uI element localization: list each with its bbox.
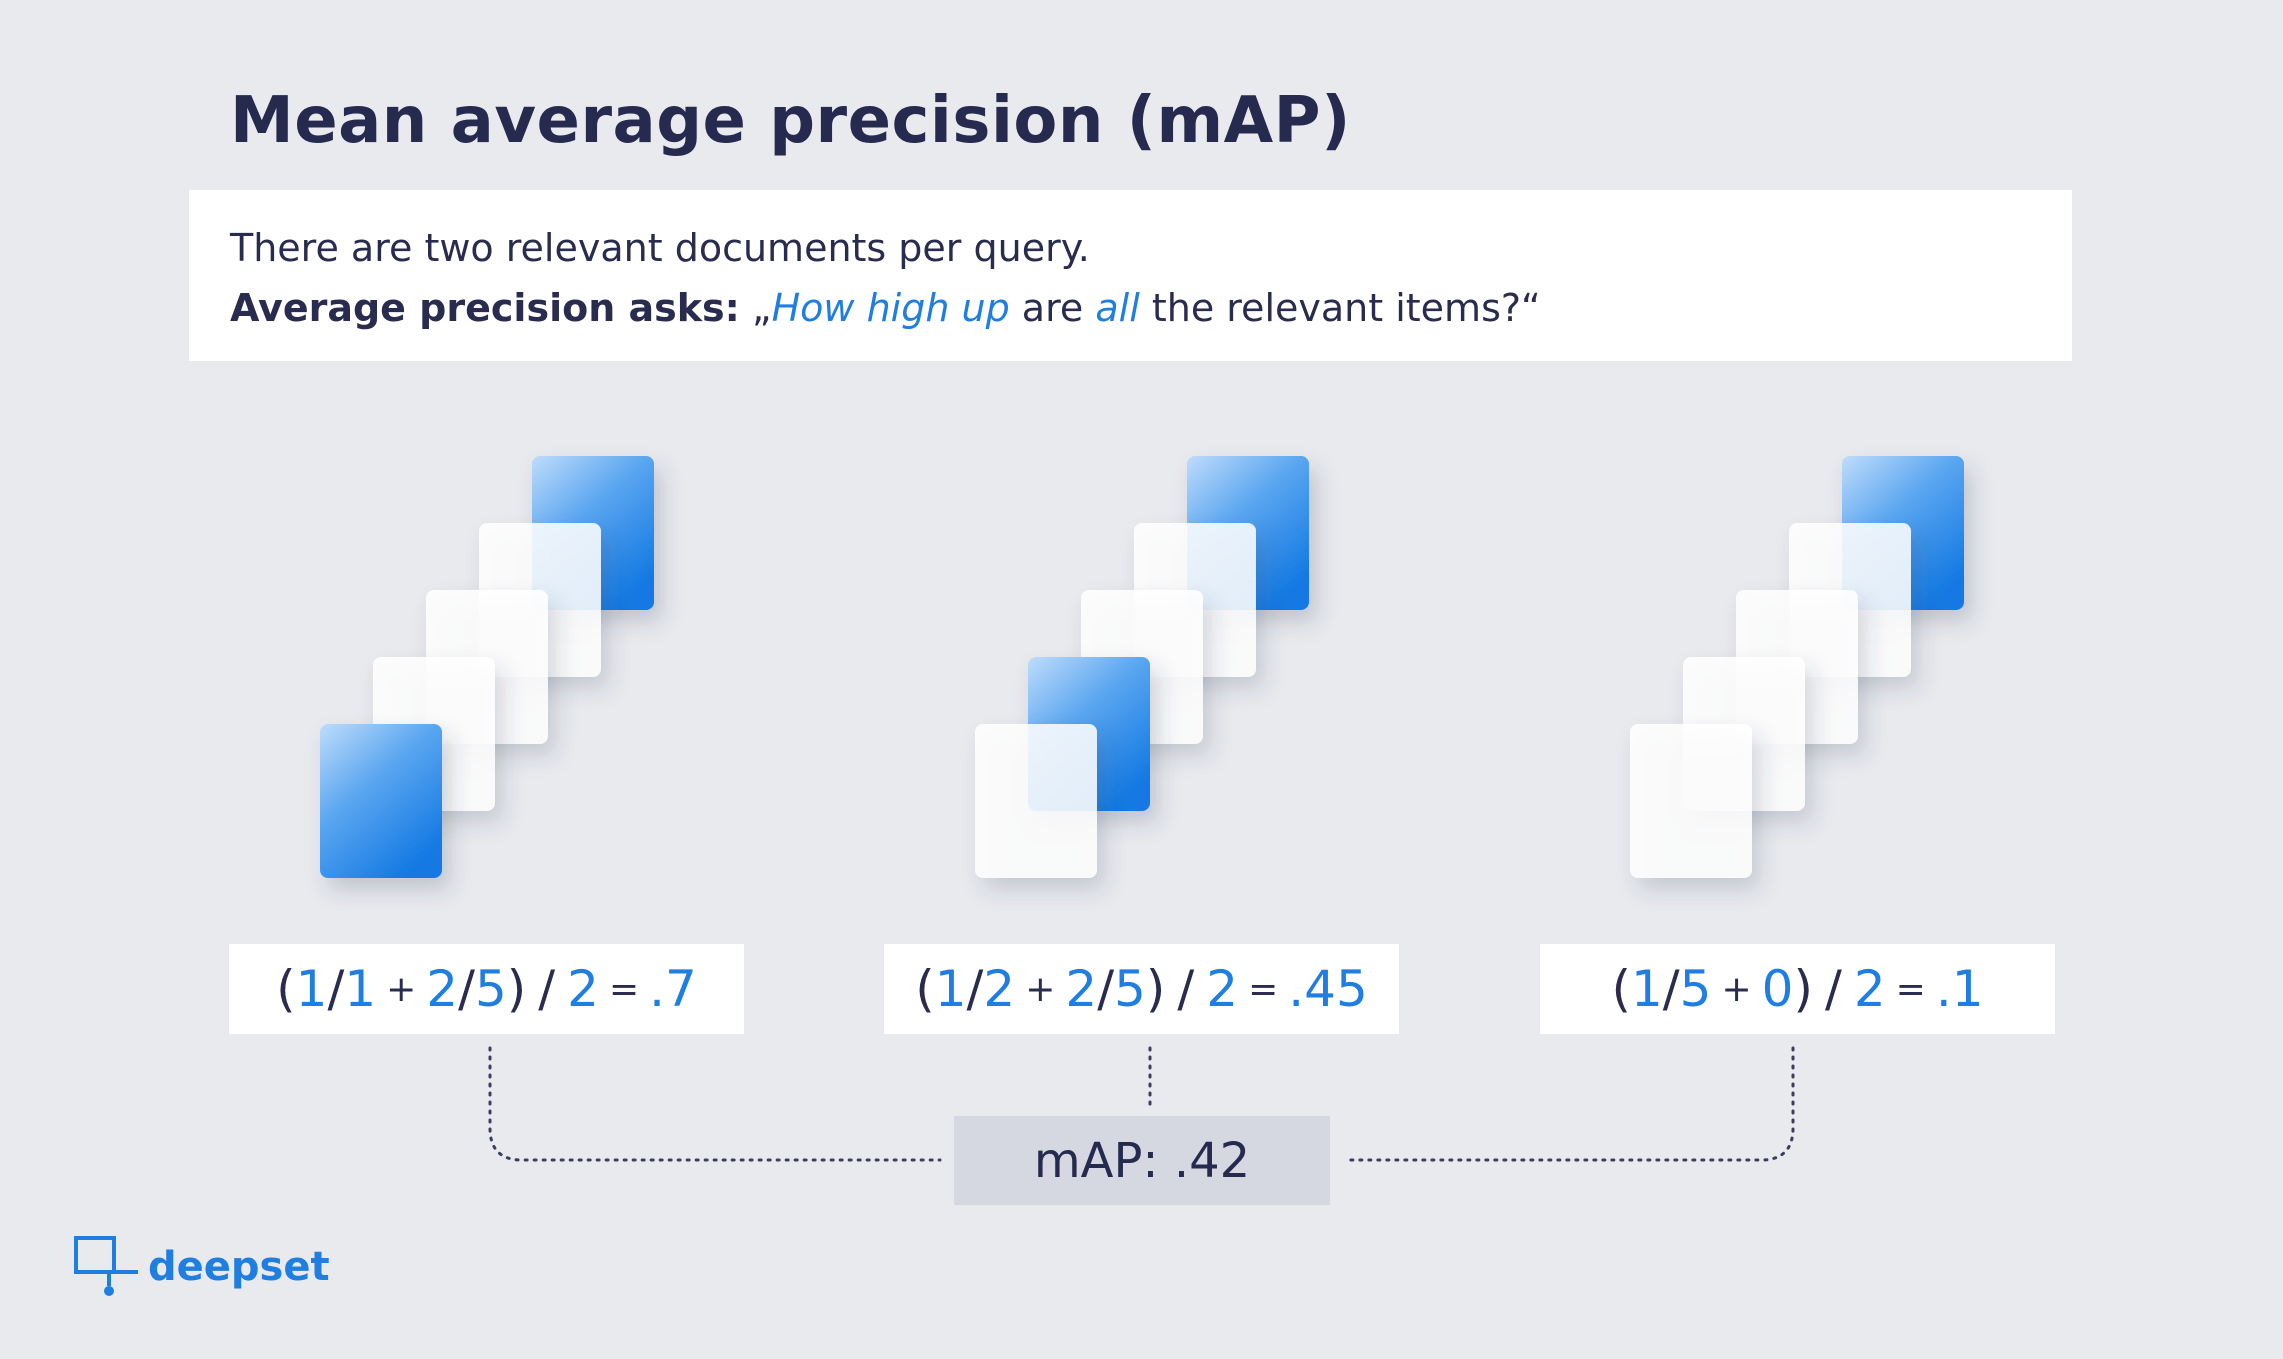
formula-numerator-2: 2 — [1065, 960, 1098, 1018]
formula-equals: = — [1895, 968, 1926, 1010]
formula-relevant-count: 2 — [1206, 960, 1239, 1018]
formula-open-paren: ( — [915, 960, 935, 1018]
formula-plus: + — [386, 968, 417, 1010]
formula-open-paren: ( — [276, 960, 296, 1018]
formula-divide: / — [1824, 960, 1842, 1018]
formula-numerator-2: 2 — [426, 960, 459, 1018]
formula-denominator-1: 5 — [1679, 960, 1712, 1018]
intro-quote-open: „ — [739, 286, 772, 330]
intro-question-label: Average precision asks: — [230, 286, 740, 330]
formula-slash-2: / — [1097, 960, 1115, 1018]
formula-plus: + — [1721, 968, 1752, 1010]
intro-accent-how-high-up: How high up — [771, 286, 1010, 330]
irrelevant-document-rank-1 — [1630, 724, 1752, 878]
formula-equals: = — [608, 968, 640, 1010]
formula-slash-2: / — [458, 960, 475, 1018]
formula-result: .45 — [1288, 960, 1368, 1018]
formula-open-paren: ( — [1611, 960, 1631, 1018]
irrelevant-document-rank-1 — [975, 724, 1097, 878]
connector-left — [488, 1046, 942, 1162]
formula-relevant-count: 2 — [567, 960, 599, 1018]
formula-result: .1 — [1935, 960, 1984, 1018]
deepset-logo-icon — [74, 1236, 138, 1296]
intro-box: There are two relevant documents per que… — [189, 190, 2072, 361]
formula-denominator-1: 1 — [344, 960, 377, 1018]
formula-denominator-2: 5 — [474, 960, 507, 1018]
ranked-documents-query-1 — [320, 456, 654, 878]
formula-divide: / — [538, 960, 556, 1018]
formula-close-paren: ) — [506, 960, 527, 1018]
intro-accent-all: all — [1095, 286, 1140, 330]
formula-plus: + — [1025, 968, 1056, 1010]
formula-relevant-count: 2 — [1853, 960, 1886, 1018]
formula-divide: / — [1177, 960, 1195, 1018]
formula-slash-1: / — [327, 960, 345, 1018]
relevant-document-rank-1 — [320, 724, 442, 878]
formula-query-3: (1/5 +0)/2 = .1 — [1540, 944, 2055, 1034]
formula-numerator-1: 1 — [295, 960, 328, 1018]
ranked-documents-query-3 — [1630, 456, 1964, 878]
formula-equals: = — [1248, 968, 1279, 1010]
formula-slash-1: / — [1662, 960, 1680, 1018]
map-result-box: mAP: .42 — [954, 1116, 1330, 1205]
intro-line-1: There are two relevant documents per que… — [230, 226, 1090, 270]
intro-text-are: are — [1009, 286, 1096, 330]
formula-close-paren: ) — [1145, 960, 1166, 1018]
formula-denominator-1: 2 — [983, 960, 1016, 1018]
intro-line-2: Average precision asks: „How high up are… — [230, 278, 2072, 338]
formula-numerator-2: 0 — [1761, 960, 1794, 1018]
formula-slash-1: / — [966, 960, 984, 1018]
formula-query-1: (1/1 +2/5)/2 = .7 — [229, 944, 744, 1034]
intro-text-end: the relevant items?“ — [1139, 286, 1541, 330]
formula-query-2: (1/2 +2/5)/2 = .45 — [884, 944, 1399, 1034]
ranked-documents-query-2 — [975, 456, 1309, 878]
deepset-logo-text: deepset — [148, 1244, 330, 1290]
formula-result: .7 — [649, 960, 697, 1018]
page-title: Mean average precision (mAP) — [230, 84, 1351, 158]
deepset-logo: deepset — [74, 1236, 330, 1298]
formula-numerator-1: 1 — [1630, 960, 1663, 1018]
connector-right — [1343, 1046, 1795, 1162]
formula-close-paren: ) — [1793, 960, 1813, 1018]
formula-numerator-1: 1 — [934, 960, 967, 1018]
formula-denominator-2: 5 — [1114, 960, 1146, 1018]
